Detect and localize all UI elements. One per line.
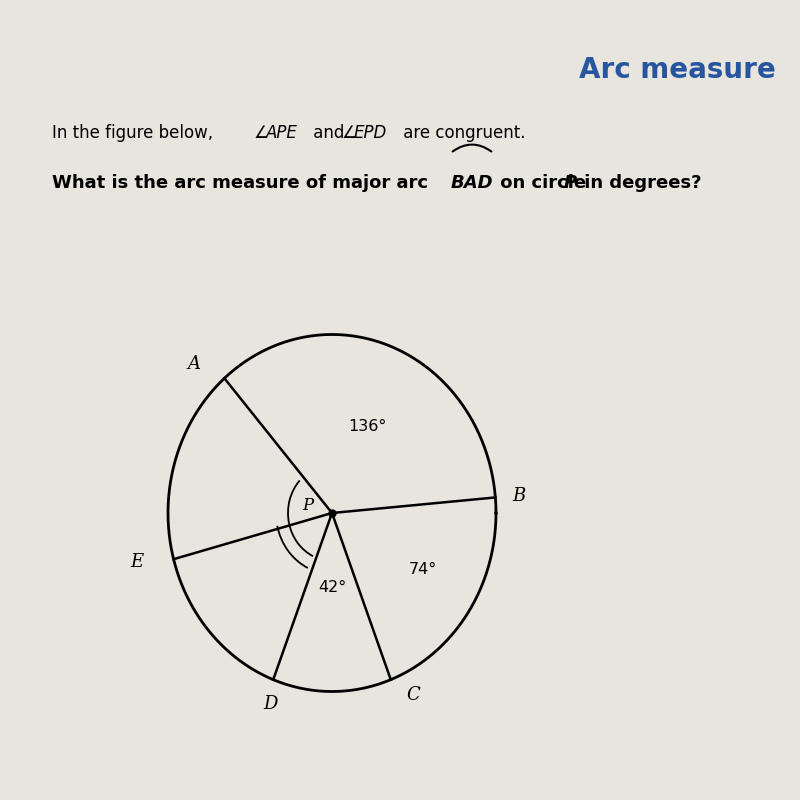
Text: E: E [130,553,143,571]
Text: 42°: 42° [318,581,346,595]
Text: BAD: BAD [450,174,493,191]
Text: in degrees?: in degrees? [578,174,701,191]
Text: on circle: on circle [494,174,592,191]
Text: P: P [302,498,314,514]
Text: EPD: EPD [354,125,387,142]
Text: APE: APE [266,125,298,142]
Text: 136°: 136° [349,419,387,434]
Text: What is the arc measure of major arc: What is the arc measure of major arc [52,174,434,191]
Text: C: C [406,686,420,704]
Text: ∠: ∠ [254,125,269,142]
Text: B: B [513,487,526,505]
Text: 74°: 74° [408,562,437,578]
Text: and: and [308,125,350,142]
Text: Arc measure: Arc measure [579,56,776,84]
Text: ∠: ∠ [342,125,357,142]
Text: P: P [564,174,578,191]
Text: are congruent.: are congruent. [398,125,525,142]
Text: D: D [263,695,278,713]
Text: A: A [187,355,201,374]
Text: In the figure below,: In the figure below, [52,125,218,142]
